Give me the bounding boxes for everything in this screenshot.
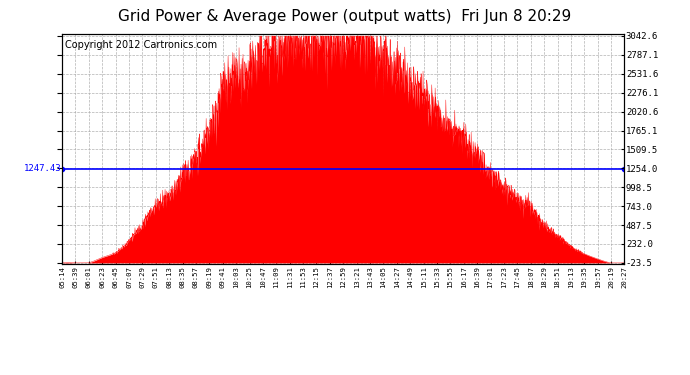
Text: Copyright 2012 Cartronics.com: Copyright 2012 Cartronics.com <box>65 39 217 50</box>
Text: 1247.43: 1247.43 <box>24 164 61 173</box>
Text: Grid Power & Average Power (output watts)  Fri Jun 8 20:29: Grid Power & Average Power (output watts… <box>119 9 571 24</box>
